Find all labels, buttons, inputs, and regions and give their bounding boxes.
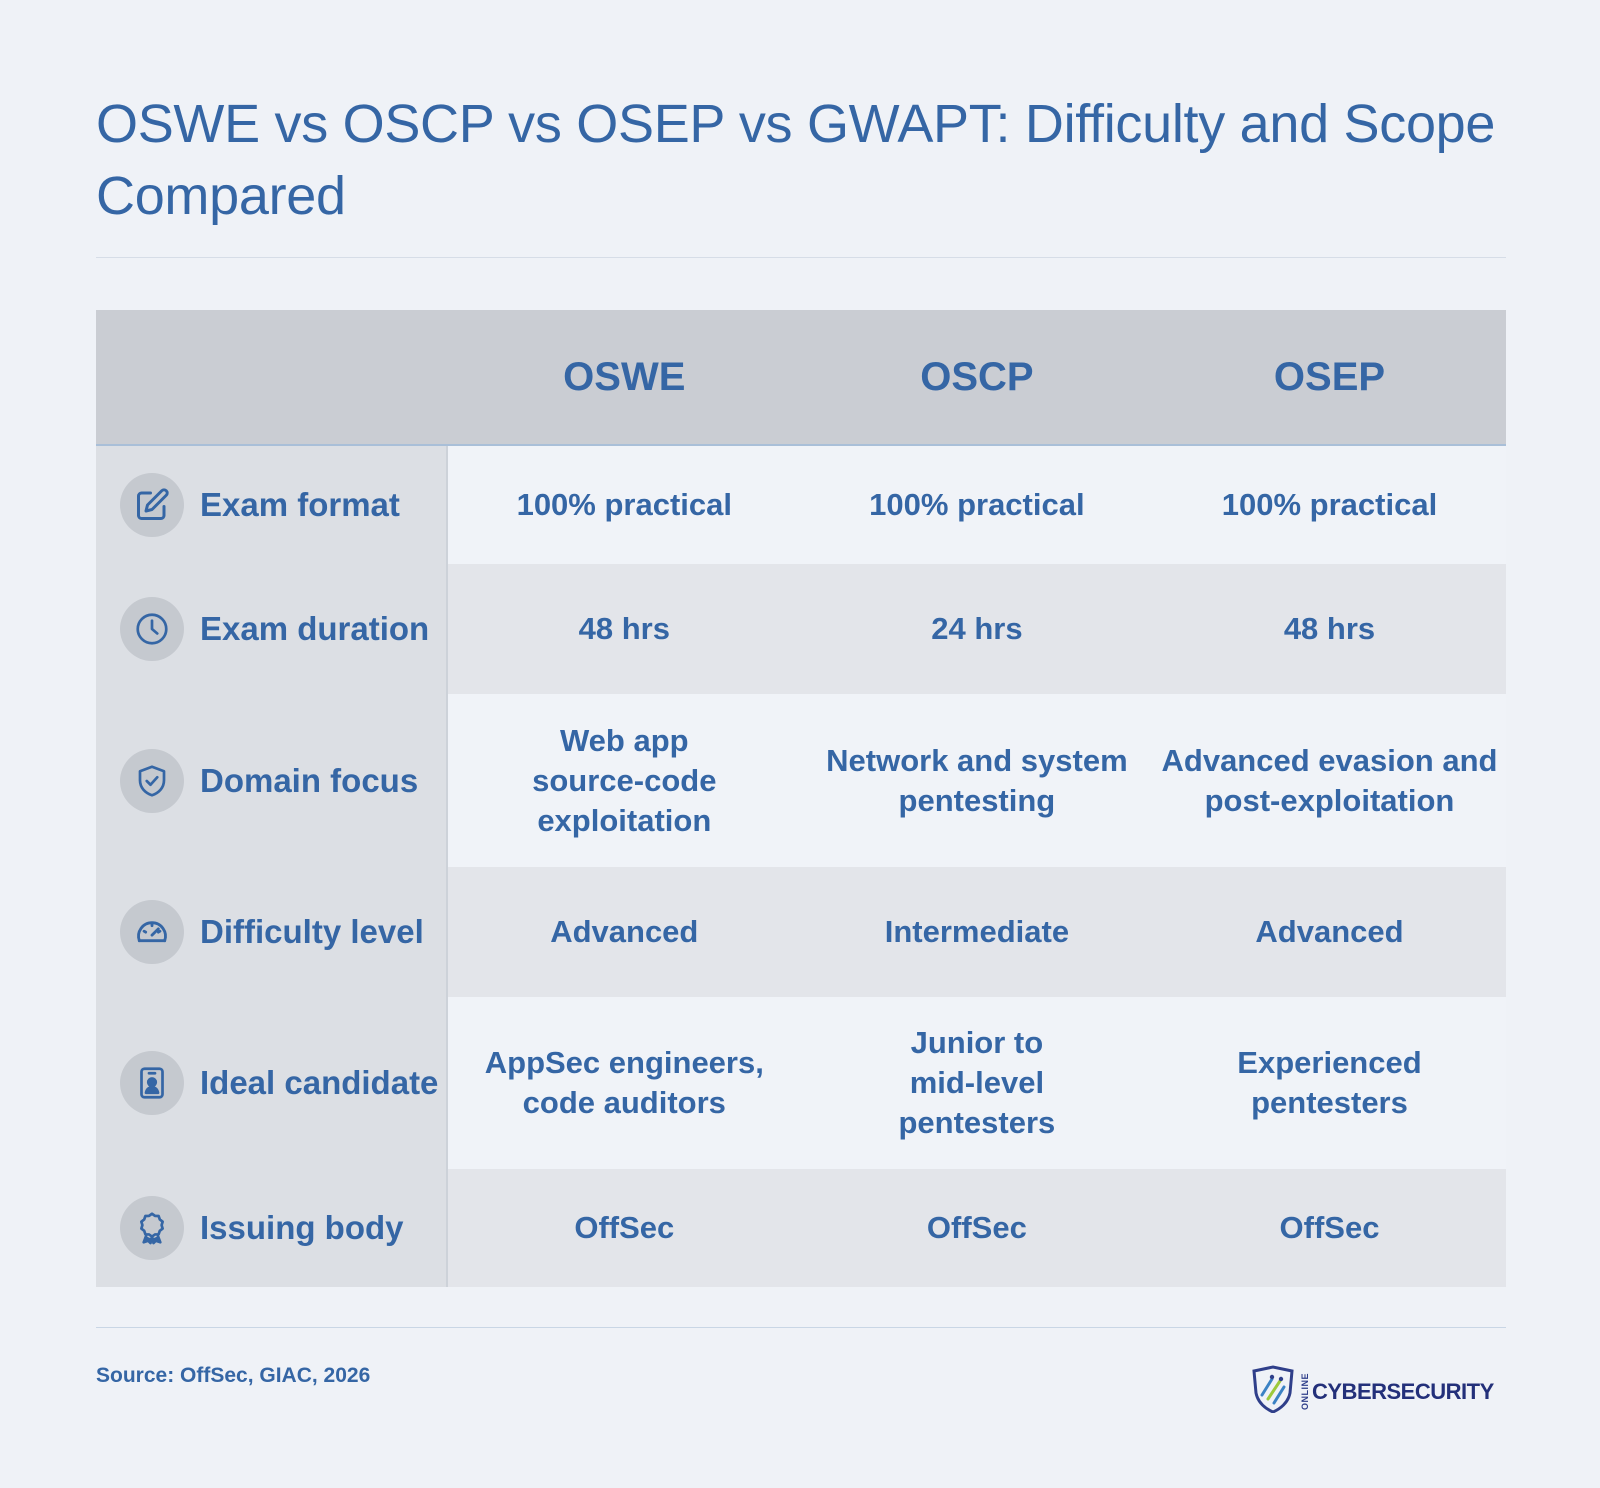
row-label: Difficulty level: [96, 867, 448, 997]
divider: [96, 257, 1506, 258]
brand-logo: ONLINE CYBERSECURITY: [1250, 1365, 1494, 1418]
row-label-text: Exam duration: [200, 610, 430, 647]
table-cell: Experienced pentesters: [1237, 1045, 1422, 1120]
table-row-issuing-body: Issuing body OffSec OffSec OffSec: [96, 1169, 1506, 1287]
row-label-text: Difficulty level: [200, 913, 424, 950]
column-header-oscp: OSCP: [920, 354, 1034, 399]
table-header: OSWE OSCP OSEP: [96, 310, 1506, 446]
row-label: Issuing body: [96, 1169, 448, 1287]
logo-prefix: ONLINE: [1300, 1372, 1310, 1410]
table-cell: 48 hrs: [578, 611, 670, 646]
header-corner: [96, 310, 448, 444]
table-row-difficulty-level: Difficulty level Advanced Intermediate A…: [96, 867, 1506, 997]
table-cell: Web app source-code exploitation: [532, 722, 717, 838]
table-cell: Junior to mid-level pentesters: [898, 1025, 1056, 1140]
row-label: Ideal candidate: [96, 997, 448, 1169]
table-cell: 100% practical: [1221, 487, 1438, 522]
table-cell: OffSec: [1279, 1210, 1380, 1245]
edit-icon: [120, 473, 184, 537]
award-icon: [120, 1196, 184, 1260]
row-label-text: Issuing body: [200, 1209, 404, 1246]
logo-wordmark: CYBERSECURITY: [1312, 1378, 1494, 1404]
page-title: OSWE vs OSCP vs OSEP vs GWAPT: Difficult…: [96, 94, 1496, 226]
clock-icon: [120, 597, 184, 661]
table-cell: Advanced: [1255, 914, 1404, 949]
table-row-ideal-candidate: Ideal candidate AppSec engineers, code a…: [96, 997, 1506, 1169]
table-cell: 48 hrs: [1283, 611, 1376, 646]
row-label: Domain focus: [96, 694, 448, 867]
table-row-exam-format: Exam format 100% practical 100% practica…: [96, 446, 1506, 564]
table-cell: OffSec: [926, 1210, 1027, 1245]
shield-check-icon: [120, 748, 184, 813]
row-label: Exam duration: [96, 564, 448, 694]
table-cell: 100% practical: [516, 487, 732, 522]
column-header-oswe: OSWE: [563, 354, 686, 399]
gauge-icon: [120, 900, 184, 964]
table-cell: 100% practical: [869, 487, 1085, 522]
id-badge-icon: [120, 1051, 184, 1115]
shield-logo-icon: [1250, 1365, 1296, 1418]
table-cell: Intermediate: [884, 914, 1070, 949]
row-label-text: Domain focus: [200, 761, 419, 799]
table-row-domain-focus: Domain focus Web app source-code exploit…: [96, 694, 1506, 867]
source-note: Source: OffSec, GIAC, 2026: [96, 1364, 371, 1387]
table-row-exam-duration: Exam duration 48 hrs 24 hrs 48 hrs: [96, 564, 1506, 694]
table-cell: OffSec: [574, 1210, 675, 1245]
table-cell: Advanced evasion and post-exploitation: [1161, 742, 1498, 818]
table-cell: Network and system pentesting: [826, 742, 1128, 818]
table-cell: AppSec engineers, code auditors: [484, 1045, 764, 1120]
column-header-osep: OSEP: [1273, 354, 1386, 399]
table-cell: 24 hrs: [931, 611, 1023, 646]
row-label-text: Ideal candidate: [200, 1064, 439, 1101]
row-label: Exam format: [96, 446, 448, 564]
divider: [96, 1327, 1506, 1328]
row-label-text: Exam format: [200, 486, 400, 523]
table-cell: Advanced: [550, 914, 699, 949]
comparison-table: OSWE OSCP OSEP Exam format 100% practica…: [96, 310, 1506, 1287]
